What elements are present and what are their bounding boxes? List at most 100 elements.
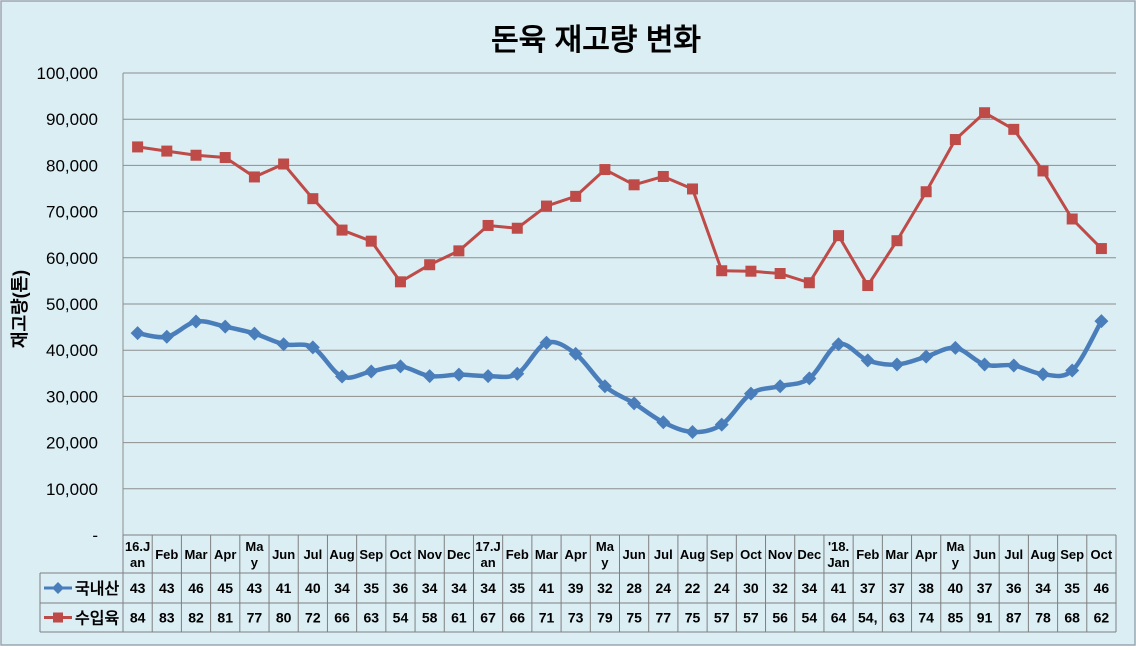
table-value: 54, xyxy=(858,610,877,626)
table-value: 35 xyxy=(363,580,379,596)
legend-key-marker xyxy=(52,582,64,594)
x-tick-label: '18. xyxy=(828,539,849,554)
data-point xyxy=(539,335,554,350)
table-value: 43 xyxy=(159,580,175,596)
x-tick-label: Jun xyxy=(272,547,295,562)
data-point xyxy=(278,158,290,170)
table-value: 68 xyxy=(1064,610,1080,626)
x-tick-label: an xyxy=(130,555,145,570)
data-point xyxy=(716,265,728,277)
y-tick-label: 70,000 xyxy=(46,203,98,222)
data-point xyxy=(540,200,552,212)
table-value: 45 xyxy=(217,580,233,596)
table-value: 41 xyxy=(831,580,847,596)
data-point xyxy=(1037,165,1049,177)
x-tick-label: Oct xyxy=(390,547,412,562)
x-tick-label: Jun xyxy=(623,547,646,562)
series-line-imported xyxy=(136,111,1103,288)
table-value: 66 xyxy=(334,610,350,626)
x-tick-label: Aug xyxy=(1030,547,1055,562)
table-value: 22 xyxy=(685,580,701,596)
data-point xyxy=(453,245,465,257)
data-point xyxy=(891,235,903,247)
table-value: 34 xyxy=(802,580,818,596)
table-value: 24 xyxy=(714,580,730,596)
table-value: 36 xyxy=(393,580,409,596)
data-point xyxy=(482,219,494,231)
table-value: 28 xyxy=(626,580,642,596)
table-value: 35 xyxy=(1064,580,1080,596)
table-value: 57 xyxy=(743,610,759,626)
x-tick-label: Oct xyxy=(1091,547,1113,562)
x-tick-label: y xyxy=(601,555,609,570)
x-tick-label: Jul xyxy=(303,547,322,562)
data-point xyxy=(422,369,437,384)
table-value: 63 xyxy=(889,610,905,626)
table-value: 74 xyxy=(918,610,934,626)
legend-label: 수입육 xyxy=(75,610,119,628)
data-point xyxy=(685,424,700,439)
x-tick-label: Sep xyxy=(359,547,383,562)
x-tick-label: Jul xyxy=(654,547,673,562)
data-point xyxy=(190,149,202,161)
table-value: 39 xyxy=(568,580,584,596)
data-point xyxy=(1095,243,1107,255)
data-point xyxy=(979,107,991,119)
x-tick-label: Sep xyxy=(710,547,734,562)
table-value: 40 xyxy=(305,580,321,596)
data-point xyxy=(189,314,204,329)
table-value: 85 xyxy=(948,610,964,626)
table-value: 78 xyxy=(1035,610,1051,626)
data-point xyxy=(568,346,583,361)
x-tick-label: Feb xyxy=(506,547,529,562)
data-point xyxy=(130,326,145,341)
data-point xyxy=(132,141,144,153)
data-point xyxy=(1008,123,1020,135)
table-value: 41 xyxy=(539,580,555,596)
data-point xyxy=(687,183,699,195)
table-value: 46 xyxy=(188,580,204,596)
data-point xyxy=(656,415,671,430)
x-tick-label: Jun xyxy=(973,547,996,562)
data-point xyxy=(862,280,874,292)
data-point xyxy=(833,230,845,242)
data-point xyxy=(570,190,582,202)
table-value: 34 xyxy=(422,580,438,596)
y-tick-label: 20,000 xyxy=(46,434,98,453)
table-value: 62 xyxy=(1094,610,1110,626)
x-tick-label: Aug xyxy=(680,547,705,562)
table-value: 24 xyxy=(656,580,672,596)
data-point xyxy=(1065,363,1080,378)
data-point xyxy=(802,371,817,386)
x-tick-label: Ma xyxy=(946,539,965,554)
table-value: 36 xyxy=(1006,580,1022,596)
x-tick-label: Nov xyxy=(417,547,442,562)
x-tick-label: Jul xyxy=(1004,547,1023,562)
x-tick-label: Ma xyxy=(596,539,615,554)
data-point xyxy=(336,224,348,236)
y-tick-label: 30,000 xyxy=(46,387,98,406)
table-value: 43 xyxy=(247,580,263,596)
data-point xyxy=(335,369,350,384)
table-value: 46 xyxy=(1094,580,1110,596)
table-value: 41 xyxy=(276,580,292,596)
data-point xyxy=(424,259,436,271)
x-tick-label: Dec xyxy=(447,547,471,562)
legend-key-marker xyxy=(53,612,63,623)
table-value: 34 xyxy=(451,580,467,596)
table-value: 40 xyxy=(948,580,964,596)
table-value: 87 xyxy=(1006,610,1022,626)
y-tick-label: 50,000 xyxy=(46,295,98,314)
legend-label: 국내산 xyxy=(75,580,119,598)
x-tick-label: y xyxy=(952,555,960,570)
data-point xyxy=(657,170,669,182)
table-value: 34 xyxy=(1035,580,1051,596)
table-value: 84 xyxy=(130,610,146,626)
data-point xyxy=(774,268,786,280)
data-point xyxy=(627,396,642,411)
x-tick-label: an xyxy=(480,555,495,570)
data-point xyxy=(745,265,757,277)
y-tick-label: 90,000 xyxy=(46,110,98,129)
